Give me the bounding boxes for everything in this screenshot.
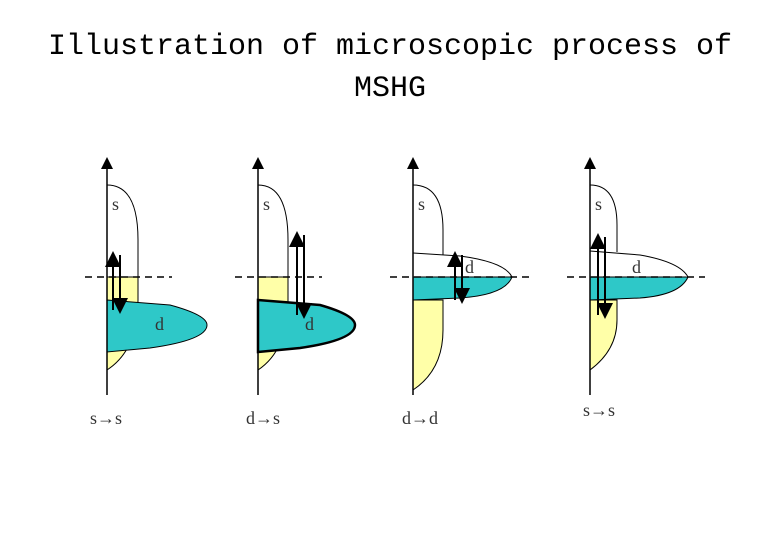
panel: s d d→d	[390, 157, 530, 428]
s-label: s	[595, 194, 602, 214]
d-lobe	[256, 298, 357, 354]
transition-label: s→s	[90, 408, 122, 428]
s-label: s	[418, 194, 425, 214]
s-lobe	[589, 184, 618, 252]
slide-title: Illustration of microscopic process of M…	[47, 30, 733, 106]
panel: s d d→s	[235, 157, 357, 428]
d-label: d	[155, 314, 164, 334]
s-lobe	[412, 184, 444, 255]
s-label: s	[263, 194, 270, 214]
panel: s d s→s	[85, 157, 208, 428]
d-label: d	[632, 257, 641, 277]
transition-label: s→s	[583, 400, 615, 420]
yellow-region	[412, 299, 444, 391]
transition-label: d→s	[246, 408, 280, 428]
d-label: d	[305, 314, 314, 334]
s-lobe	[257, 184, 289, 277]
transition-label: d→d	[402, 408, 438, 428]
d-lobe	[106, 299, 208, 353]
d-label: d	[465, 257, 474, 277]
d-lobe-empty	[589, 250, 689, 278]
yellow-region	[589, 299, 618, 371]
s-lobe	[106, 184, 139, 277]
panel: s d s→s	[567, 157, 705, 420]
s-label: s	[112, 194, 119, 214]
